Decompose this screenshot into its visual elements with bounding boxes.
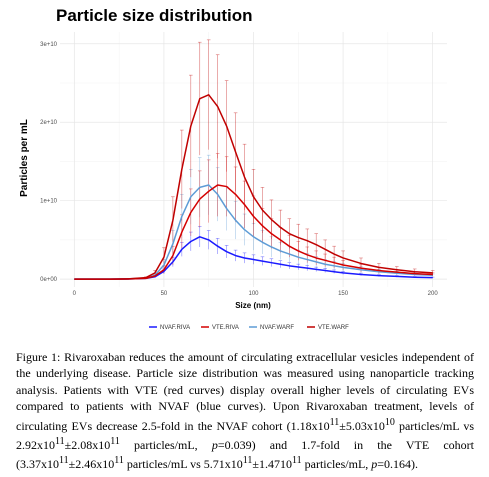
caption-exp-7: 11 — [242, 455, 253, 467]
caption-text-9: particles/mL, — [301, 457, 372, 472]
caption-exp-3: 11 — [55, 436, 65, 448]
chart-title: Particle size distribution — [56, 6, 253, 25]
caption-exp-4: 11 — [110, 436, 120, 448]
caption-text-2: particles/mL vs 2.92x10 — [16, 418, 475, 453]
series-line-nvaf-warf — [74, 184, 433, 280]
caption-text-3: ±2.08x10 — [64, 438, 111, 453]
legend-label: NVAF.WARF — [260, 325, 294, 331]
series-line-vte-riva — [74, 184, 433, 280]
legend: NVAF.RIVA VTE.RIVA NVAF.WARF VTE.WARF — [149, 325, 349, 331]
y-tick-label: 3e+10 — [40, 42, 58, 48]
legend-label: NVAF.RIVA — [160, 325, 190, 331]
caption-text-5: =0.039) and 1.7-fold in the VTE cohort (… — [16, 438, 474, 472]
figure-caption: Figure 1: Rivaroxaban reduces the amount… — [16, 349, 474, 473]
x-axis-title: Size (nm) — [235, 301, 271, 310]
legend-label: VTE.RIVA — [212, 325, 239, 331]
caption-text-8: ±1.4710 — [252, 457, 292, 472]
y-tick-label: 0e+00 — [40, 277, 58, 283]
caption-text-4: particles/mL, — [119, 438, 212, 453]
caption-lead: Figure 1: Rivaroxaban reduces the amount… — [16, 350, 474, 433]
x-tick-label: 200 — [428, 291, 439, 297]
caption-text-6: ±2.46x10 — [68, 457, 115, 472]
caption-text-7: particles/mL vs 5.71x10 — [123, 457, 243, 472]
caption-exp-1: 11 — [329, 416, 340, 428]
caption-p-1: p — [211, 438, 218, 453]
caption-p-2: p — [371, 457, 378, 472]
axis-ticks: 0 50 100 150 200 0e+00 1e+10 2e+10 3e+10 — [40, 42, 438, 297]
legend-label: VTE.WARF — [318, 325, 349, 331]
caption-text-1: ±5.03x10 — [339, 418, 385, 433]
caption-exp-8: 11 — [291, 455, 302, 467]
x-tick-label: 100 — [248, 291, 259, 297]
caption-exp-2: 10 — [384, 416, 395, 428]
chart-figure: 0 50 100 150 200 0e+00 1e+10 2e+10 3e+10 Size (n… — [19, 32, 447, 331]
series-line-vte-warf — [74, 94, 433, 280]
series-lines — [74, 94, 433, 280]
caption-exp-6: 11 — [114, 455, 124, 467]
caption-text-10: =0.164). — [377, 457, 419, 472]
x-tick-label: 0 — [73, 291, 77, 297]
x-tick-label: 50 — [161, 291, 168, 297]
y-tick-label: 2e+10 — [40, 120, 58, 126]
y-tick-label: 1e+10 — [40, 199, 58, 205]
y-axis-title: Particles per mL — [19, 119, 30, 197]
x-tick-label: 150 — [338, 291, 349, 297]
caption-exp-5: 11 — [59, 455, 69, 467]
